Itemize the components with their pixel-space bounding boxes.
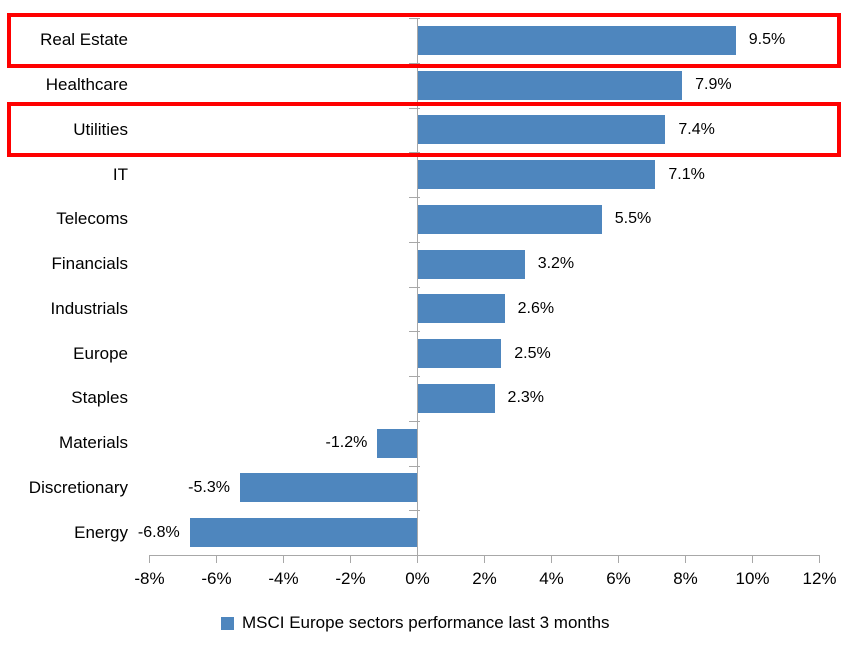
- x-axis-tick: [283, 555, 284, 563]
- category-label: Industrials: [50, 298, 128, 318]
- category-label: Utilities: [73, 119, 128, 139]
- bar: [417, 204, 602, 234]
- bar-value-label: 2.3%: [507, 389, 545, 407]
- bar-value-label: 9.5%: [748, 31, 786, 49]
- x-tick-label: -2%: [335, 569, 366, 588]
- x-axis-tick: [417, 555, 418, 563]
- category-tick: [408, 197, 420, 198]
- bar: [417, 70, 683, 100]
- bar-value-label: 2.5%: [514, 344, 551, 362]
- bar: [239, 473, 418, 503]
- category-label: Real Estate: [40, 30, 128, 50]
- category-tick: [408, 107, 420, 109]
- bar: [417, 249, 525, 279]
- bar: [417, 294, 505, 324]
- bar-value-label: 7.9%: [695, 76, 732, 94]
- x-tick-label: -8%: [134, 569, 165, 588]
- bar-value-label: -5.3%: [188, 478, 230, 496]
- category-label: Financials: [51, 254, 128, 274]
- category-label: Europe: [73, 343, 128, 363]
- category-tick: [408, 241, 420, 243]
- legend: MSCI Europe sectors performance last 3 m…: [221, 613, 610, 633]
- x-tick-label: 4%: [539, 569, 564, 588]
- x-tick-label: 10%: [735, 569, 770, 588]
- bar-value-label: 5.5%: [614, 210, 652, 228]
- category-tick: [408, 465, 420, 467]
- category-label: Healthcare: [45, 75, 128, 95]
- legend-label: MSCI Europe sectors performance last 3 m…: [242, 613, 610, 632]
- category-tick: [408, 152, 420, 154]
- bar: [417, 160, 656, 190]
- x-tick-label: -6%: [201, 569, 232, 588]
- category-label: Materials: [59, 433, 128, 453]
- category-label: Staples: [71, 388, 128, 408]
- bar-value-label: 2.6%: [517, 299, 555, 317]
- x-axis-tick: [685, 555, 686, 563]
- bar: [417, 339, 502, 369]
- category-tick: [408, 18, 420, 19]
- x-tick-label: 0%: [405, 569, 430, 588]
- bar: [417, 115, 666, 145]
- x-tick-label: 12%: [802, 569, 837, 588]
- category-tick: [408, 331, 420, 333]
- category-tick: [408, 510, 420, 512]
- highlight-box-real-estate: [7, 12, 841, 68]
- x-axis-tick: [484, 555, 485, 563]
- x-axis-tick: [350, 555, 351, 563]
- category-tick: [408, 376, 420, 377]
- x-axis-tick: [216, 555, 217, 563]
- bar-value-label: 7.4%: [678, 120, 715, 138]
- bar-value-label: -6.8%: [137, 523, 180, 541]
- x-axis-tick: [149, 555, 150, 563]
- category-label: IT: [112, 164, 128, 184]
- bar-value-label: 7.1%: [668, 165, 705, 183]
- x-axis-tick: [551, 555, 552, 563]
- x-tick-label: 2%: [472, 569, 497, 588]
- x-axis-tick: [618, 555, 619, 563]
- bar: [189, 518, 418, 548]
- x-axis-tick: [752, 555, 753, 563]
- category-label: Discretionary: [28, 477, 128, 497]
- category-label: Energy: [74, 522, 128, 542]
- category-tick: [408, 62, 420, 64]
- category-tick: [408, 286, 420, 288]
- bar-value-label: 3.2%: [537, 255, 575, 273]
- category-label: Telecoms: [56, 209, 128, 229]
- highlight-box-utilities: [7, 102, 841, 158]
- x-axis-tick: [819, 555, 820, 563]
- bar: [417, 25, 736, 55]
- bar: [417, 383, 495, 413]
- x-tick-label: 6%: [606, 569, 631, 588]
- bar-value-label: -1.2%: [325, 434, 368, 452]
- x-tick-label: 8%: [673, 569, 698, 588]
- bar: [377, 428, 418, 458]
- x-tick-label: -4%: [268, 569, 299, 588]
- legend-swatch-icon: [221, 616, 234, 630]
- category-tick: [408, 420, 420, 422]
